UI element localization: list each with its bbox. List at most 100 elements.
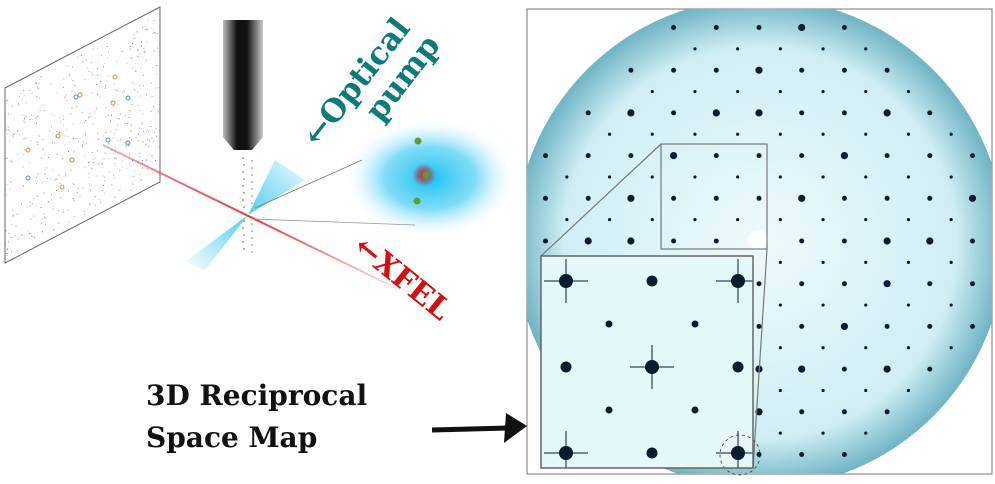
detector-speckle-dot [12,133,14,135]
detector-speckle-dot [14,133,16,135]
detector-speckle-dot [150,130,152,132]
inset-peak [646,275,658,287]
bragg-peak [883,237,891,245]
detector-speckle-dot [35,81,37,83]
bragg-peak-minor [693,47,697,51]
detector-speckle-dot [117,104,119,106]
detector-speckle-dot [7,126,9,128]
sample-droplet [251,160,253,162]
detector-speckle-dot [94,111,96,113]
detector-speckle-dot [147,19,149,21]
detector-speckle-dot [17,238,19,240]
detector-speckle-dot [145,29,147,31]
detector-speckle-dot [85,120,87,122]
map-label-line2: Space Map [146,421,317,454]
detector-speckle-dot [106,46,108,48]
detector-speckle-dot [92,123,94,125]
detector-speckle-dot [148,145,150,147]
detector-speckle-dot [58,131,60,133]
beam-stop-outline [719,434,761,476]
detector-speckle-dot [84,210,86,212]
detector-speckle-dot [140,179,142,181]
inset-peak-minor [605,406,613,414]
detector-speckle-dot [97,93,99,95]
detector-speckle-dot [151,131,153,133]
sample-droplet [242,157,244,159]
detector-speckle-dot [112,188,114,190]
detector-speckle-dot [9,188,11,190]
detector-speckle-dot [142,140,144,142]
sample-droplet [251,223,253,225]
detector-speckle-dot [54,143,56,145]
detector-speckle-dot [148,140,150,142]
bragg-peak [628,67,634,73]
detector-speckle-dot [98,163,100,165]
detector-speckle-dot [137,140,139,142]
detector-speckle-dot [23,186,25,188]
detector-speckle-dot [113,174,115,176]
detector-speckle-dot [81,146,83,148]
detector-speckle-dot [98,138,100,140]
bragg-peak [713,25,719,30]
bragg-peak [627,237,635,245]
bragg-peak [798,365,806,373]
detector-speckle-dot [88,117,90,119]
detector-speckle-dot [16,213,18,215]
xfel-label: ←XFEL [347,229,457,328]
detector-speckle-dot [92,162,94,164]
bragg-peak-minor [864,303,868,307]
detector-speckle-dot [151,95,153,97]
detector-speckle-dot [101,166,103,168]
detector-speckle-dot [97,74,99,76]
detector-speckle-dot [10,159,12,161]
bragg-peak-minor [607,132,612,136]
magnified-inset [540,255,761,476]
detector-speckle-dot [64,144,66,146]
detector-speckle-dot [134,170,136,172]
detector-speckle-dot [72,183,74,185]
bragg-peak [799,153,805,159]
detector-speckle-dot [40,207,42,209]
sample-droplet [251,202,253,204]
detector-speckle-dot [78,141,80,143]
bragg-peak [841,25,847,30]
detector-speckle-dot [148,131,150,133]
bragg-peak-minor [906,175,911,179]
bragg-peak [671,110,677,116]
bragg-peak [712,109,720,117]
bragg-peak-minor [821,132,825,136]
detector-speckle-dot [156,73,158,75]
detector-speckle-dot [115,146,117,148]
detector-speckle-dot [62,118,64,120]
detector-speckle-dot [137,112,139,114]
bragg-peak [756,25,762,30]
bragg-peak-minor [736,175,740,179]
bragg-peak [756,195,762,201]
detector-speckle-dot [127,122,129,124]
detector-speckle-dot [73,183,75,185]
bragg-peak [585,195,591,201]
detector-speckle-dot [151,155,153,157]
detector-speckle-dot [137,55,139,57]
detector-speckle-dot [115,158,117,160]
detector-speckle-dot [118,100,120,102]
detector-speckle-dot [113,133,115,135]
detector-speckle-dot [129,162,131,164]
bragg-peak [671,195,677,201]
detector-speckle-dot [137,50,139,52]
detector-speckle-dot [35,122,37,124]
detector-speckle-dot [70,113,72,115]
sample-jet [242,157,253,253]
detector-speckle-dot [139,152,141,154]
detector-speckle-dot [22,154,24,156]
detector-speckle-dot [117,118,119,120]
detector-speckle-dot [58,210,60,212]
detector-speckle-dot [99,96,101,98]
detector-speckle-dot [36,195,38,197]
detector-speckle-dot [30,140,32,142]
detector-speckle-dot [101,86,103,88]
detector-speckle-dot [46,167,48,169]
detector-speckle-dot [129,137,131,139]
detector-speckle-dot [134,37,136,39]
detector-speckle-dot [98,199,100,201]
